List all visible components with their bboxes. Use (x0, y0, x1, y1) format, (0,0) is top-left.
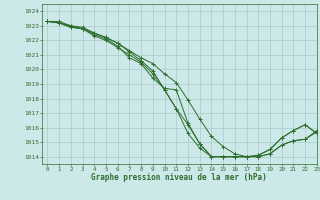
X-axis label: Graphe pression niveau de la mer (hPa): Graphe pression niveau de la mer (hPa) (91, 173, 267, 182)
